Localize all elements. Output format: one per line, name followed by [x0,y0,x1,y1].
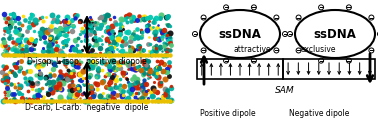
Text: ssDNA: ssDNA [218,28,262,41]
Bar [283,59,375,79]
Text: exclusive: exclusive [300,45,336,54]
Text: D-carb, L-carb:  negative  dipole: D-carb, L-carb: negative dipole [25,104,149,112]
Text: SAM: SAM [275,86,295,95]
Text: attractive: attractive [233,45,271,54]
Text: D-isop, L-isop:  positive diopole: D-isop, L-isop: positive diopole [27,58,147,66]
Text: Negative dipole: Negative dipole [289,109,349,119]
Bar [197,59,283,79]
Text: ssDNA: ssDNA [314,28,356,41]
Text: Positive dipole: Positive dipole [200,109,256,119]
